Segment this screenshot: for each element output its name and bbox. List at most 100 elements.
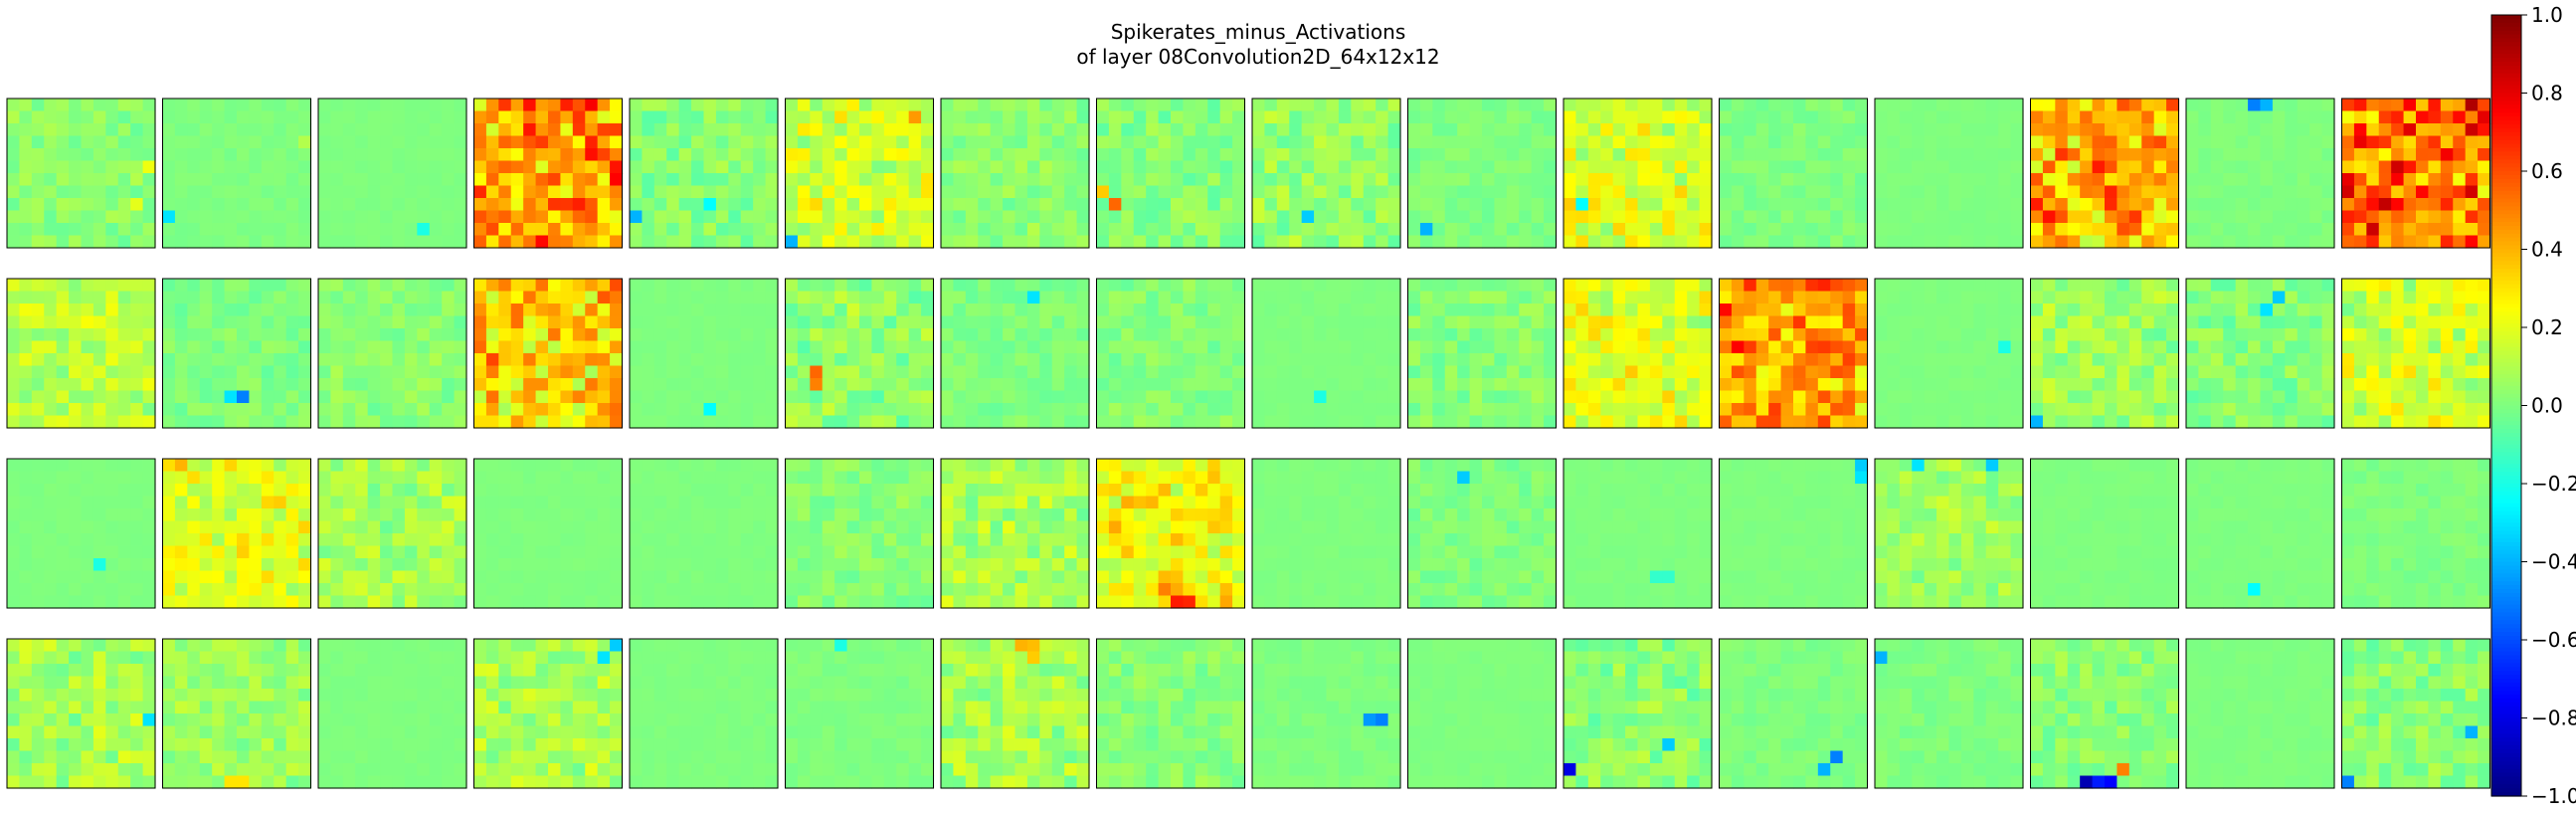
heatmap-cell [896, 279, 910, 293]
heatmap-cell [274, 291, 287, 305]
heatmap-cell [630, 148, 644, 162]
heatmap-cell [2391, 135, 2405, 149]
heatmap-cell [653, 123, 667, 137]
heatmap-cell [753, 235, 767, 249]
heatmap-cell [224, 304, 238, 317]
heatmap-cell [2440, 198, 2454, 212]
heatmap-cell [2116, 148, 2130, 162]
heatmap-cell [1432, 315, 1446, 329]
heatmap-cell [212, 533, 226, 547]
heatmap-cell [560, 110, 574, 124]
heatmap-cell [585, 185, 599, 199]
heatmap-cell [883, 304, 897, 317]
heatmap-cell [535, 340, 549, 354]
heatmap-cell [2128, 173, 2142, 187]
heatmap-cell [2260, 173, 2274, 187]
heatmap-cell [1699, 123, 1713, 137]
heatmap-cell [162, 340, 176, 354]
heatmap-cell [249, 291, 263, 305]
heatmap-cell [1780, 340, 1794, 354]
heatmap-cell [572, 198, 586, 212]
feature-map [629, 278, 779, 429]
heatmap-cell [1338, 110, 1352, 124]
heatmap-cell [454, 123, 467, 137]
heatmap-cell [274, 328, 287, 342]
heatmap-cell [2353, 291, 2367, 305]
heatmap-cell [1625, 235, 1639, 249]
heatmap-cell [1960, 378, 1974, 392]
heatmap-cell [1444, 235, 1458, 249]
heatmap-cell [1264, 291, 1278, 305]
heatmap-cell [1338, 353, 1352, 367]
heatmap-cell [2272, 315, 2286, 329]
heatmap-cell [2248, 415, 2262, 429]
heatmap-cell [1699, 210, 1713, 224]
heatmap-cell [785, 110, 799, 124]
heatmap-cell [69, 459, 83, 473]
heatmap-cell [1564, 123, 1577, 137]
heatmap-cell [1793, 123, 1807, 137]
heatmap-cell [610, 315, 624, 329]
heatmap-cell [44, 471, 58, 485]
heatmap-cell [1096, 185, 1110, 199]
heatmap-cell [1830, 99, 1844, 112]
heatmap-cell [2105, 378, 2118, 392]
heatmap-cell [404, 198, 418, 212]
heatmap-cell [2067, 365, 2081, 379]
heatmap-cell [1887, 123, 1901, 137]
heatmap-cell [2353, 160, 2367, 174]
heatmap-cell [1637, 223, 1651, 237]
heatmap-cell [2141, 304, 2155, 317]
feature-map-frame [1407, 98, 1557, 249]
heatmap-cell [92, 173, 106, 187]
heatmap-cell [2272, 365, 2286, 379]
heatmap-cell [585, 279, 599, 293]
heatmap-cell [1637, 148, 1651, 162]
heatmap-cell [1649, 185, 1663, 199]
heatmap-cell [2198, 340, 2212, 354]
heatmap-cell [666, 198, 680, 212]
heatmap-cell [1064, 235, 1078, 249]
heatmap-cell [2105, 328, 2118, 342]
heatmap-cell [212, 459, 226, 473]
heatmap-cell [1531, 353, 1545, 367]
heatmap-cell [355, 365, 369, 379]
heatmap-cell [1793, 403, 1807, 417]
heatmap-cell [130, 99, 144, 112]
heatmap-cell [69, 198, 83, 212]
heatmap-cell [1338, 99, 1352, 112]
heatmap-cell [274, 365, 287, 379]
heatmap-cell [1064, 279, 1078, 293]
heatmap-cell [392, 198, 406, 212]
heatmap-cell [1662, 123, 1676, 137]
heatmap-cell [703, 148, 717, 162]
heatmap-cell [1506, 365, 1520, 379]
heatmap-cell [1960, 223, 1974, 237]
heatmap-cell [1195, 365, 1208, 379]
heatmap-cell [117, 328, 131, 342]
heatmap-cell [1351, 291, 1365, 305]
heatmap-cell [753, 185, 767, 199]
heatmap-cell [666, 223, 680, 237]
heatmap-cell [1326, 123, 1340, 137]
heatmap-cell [105, 185, 119, 199]
heatmap-cell [1432, 353, 1446, 367]
heatmap-cell [1407, 365, 1421, 379]
heatmap-cell [298, 533, 312, 547]
heatmap-cell [237, 328, 251, 342]
heatmap-cell [1855, 403, 1869, 417]
heatmap-cell [523, 160, 537, 174]
heatmap-cell [1687, 235, 1701, 249]
feature-map-frame [2030, 98, 2179, 249]
heatmap-cell [510, 235, 524, 249]
heatmap-cell [274, 415, 287, 429]
heatmap-cell [1133, 340, 1147, 354]
heatmap-cell [44, 223, 58, 237]
feature-map-frame [1407, 278, 1557, 429]
heatmap-cell [174, 160, 188, 174]
heatmap-cell [1432, 123, 1446, 137]
heatmap-cell [2067, 403, 2081, 417]
heatmap-cell [2260, 223, 2274, 237]
heatmap-cell [342, 415, 356, 429]
heatmap-cell [2235, 279, 2249, 293]
